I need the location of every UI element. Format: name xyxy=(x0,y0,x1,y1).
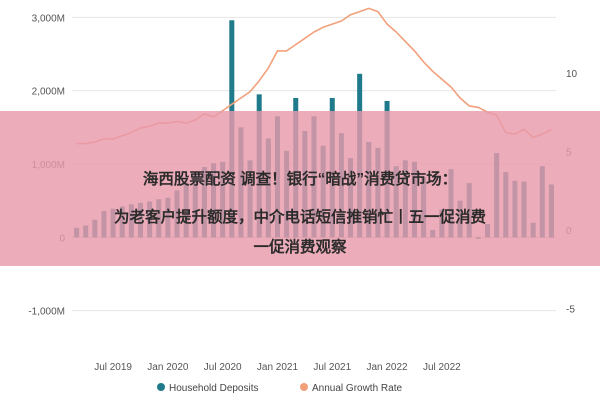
y-left-tick-label: 2,000M xyxy=(32,87,65,98)
headline-band xyxy=(0,111,600,266)
y-right-tick-label: -5 xyxy=(566,305,575,316)
x-tick-label: Jul 2019 xyxy=(94,362,132,373)
y-left-tick-label: 3,000M xyxy=(32,13,65,24)
headline-line-2: 为老客户提升额度，中介电话短信推销忙丨五一促消费 xyxy=(114,207,487,226)
headline-line-1: 海西股票配资 调查！银行“暗战”消费贷市场： xyxy=(143,169,457,188)
x-axis-ticks: Jul 2019 Jan 2020 Jul 2020 Jan 2021 Jul 2021… xyxy=(94,362,461,373)
x-tick-label: Jan 2022 xyxy=(366,362,408,373)
x-tick-label: Jul 2020 xyxy=(204,362,242,373)
legend-marker-annual-growth-rate xyxy=(300,383,308,391)
y-left-tick-label: -1,000M xyxy=(28,307,65,318)
legend-label-household-deposits: Household Deposits xyxy=(169,383,259,394)
headline-line-3: 一促消费观察 xyxy=(253,237,347,256)
headline-overlay: 海西股票配资 调查！银行“暗战”消费贷市场： 为老客户提升额度，中介电话短信推销… xyxy=(0,111,600,266)
x-tick-label: Jan 2021 xyxy=(257,362,299,373)
x-tick-label: Jan 2020 xyxy=(147,362,189,373)
legend: Household Deposits Annual Growth Rate xyxy=(157,383,402,394)
legend-label-annual-growth-rate: Annual Growth Rate xyxy=(312,383,402,394)
x-tick-label: Jul 2022 xyxy=(423,362,461,373)
y-right-tick-label: 10 xyxy=(566,69,578,80)
legend-marker-household-deposits xyxy=(157,383,165,391)
x-tick-label: Jul 2021 xyxy=(313,362,351,373)
